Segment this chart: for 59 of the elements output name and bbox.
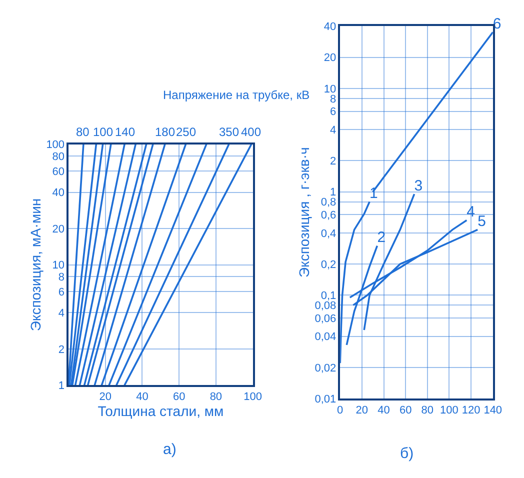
y-tick-label: 6 bbox=[58, 286, 65, 298]
x-tick-label: 60 bbox=[399, 404, 412, 417]
series-label: 4 bbox=[466, 204, 476, 221]
y-tick-label: 2 bbox=[330, 156, 336, 168]
x-tick-label: 40 bbox=[378, 404, 390, 417]
series-label: 2 bbox=[377, 229, 386, 246]
y-tick-label: 0,08 bbox=[314, 300, 336, 312]
y-tick-label: 8 bbox=[58, 271, 65, 284]
y-tick-label: 0,02 bbox=[314, 362, 336, 374]
chart-title: Напряжение на трубке, кВ bbox=[163, 88, 310, 102]
x-axis-title: Толщина стали, мм bbox=[98, 403, 224, 420]
y-tick-label: 100 bbox=[46, 139, 65, 152]
y-tick-label: 0,4 bbox=[320, 228, 336, 240]
y-axis-title: Экспозиция, мА·мин bbox=[27, 198, 44, 332]
y-tick-label: 60 bbox=[52, 166, 65, 178]
y-tick-label: 4 bbox=[58, 308, 65, 320]
series-label: 5 bbox=[478, 212, 486, 230]
y-tick-label: 0,8 bbox=[320, 196, 336, 209]
y-tick-label: 0,6 bbox=[320, 210, 336, 222]
x-tick-label: 100 bbox=[440, 404, 458, 417]
y-tick-label: 0,04 bbox=[314, 331, 336, 344]
annotation: 400 bbox=[241, 125, 262, 139]
x-tick-label: 40 bbox=[136, 391, 148, 404]
x-tick-label: 80 bbox=[210, 391, 222, 404]
text: б) bbox=[400, 445, 414, 462]
y-tick-label: 0,2 bbox=[320, 258, 336, 271]
y-tick-label: 20 bbox=[324, 52, 336, 64]
x-tick-label: 120 bbox=[462, 404, 480, 417]
x-tick-label: 0 bbox=[337, 404, 344, 417]
series-label: 3 bbox=[414, 177, 423, 194]
y-tick-label: 8 bbox=[330, 93, 336, 106]
y-tick-label: 40 bbox=[324, 21, 336, 33]
annotation: 180 bbox=[155, 125, 176, 139]
annotation: 250 bbox=[176, 125, 196, 139]
y-tick-label: 4 bbox=[330, 124, 336, 136]
y-tick-label: 2 bbox=[58, 344, 65, 356]
y-axis-title: Экспозиция , г·экв·ч bbox=[296, 147, 312, 278]
y-tick-label: 0,06 bbox=[314, 312, 336, 325]
annotation: 140 bbox=[115, 125, 136, 139]
y-tick-label: 1 bbox=[58, 380, 65, 392]
y-tick-label: 6 bbox=[330, 106, 336, 118]
x-tick-label: 60 bbox=[172, 391, 186, 404]
annotation: 100 bbox=[93, 125, 114, 139]
y-tick-label: 40 bbox=[52, 187, 65, 200]
y-tick-label: 10 bbox=[52, 260, 65, 272]
x-tick-label: 80 bbox=[421, 404, 434, 417]
text: а) bbox=[163, 441, 176, 458]
y-tick-label: 10 bbox=[324, 83, 336, 96]
y-tick-label: 1 bbox=[330, 186, 336, 199]
annotation: 80 bbox=[76, 125, 90, 139]
y-tick-label: 0,1 bbox=[320, 290, 336, 302]
y-tick-label: 80 bbox=[52, 150, 65, 163]
y-tick-label: 20 bbox=[52, 223, 65, 236]
annotation: 350 bbox=[219, 125, 240, 139]
x-tick-label: 140 bbox=[484, 404, 502, 417]
x-tick-label: 20 bbox=[356, 404, 368, 417]
x-tick-label: 100 bbox=[244, 391, 262, 404]
y-tick-label: 0,01 bbox=[314, 393, 336, 406]
x-tick-label: 20 bbox=[99, 391, 112, 404]
